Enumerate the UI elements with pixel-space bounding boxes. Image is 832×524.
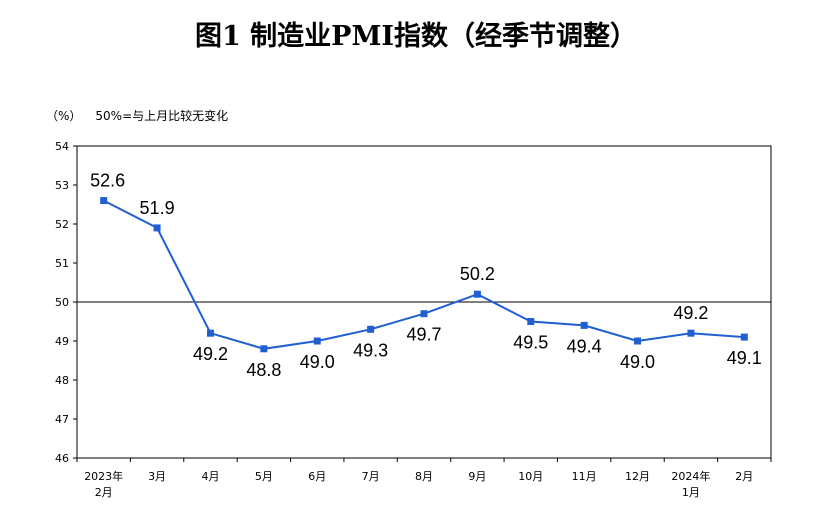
data-label: 49.4 [567,336,602,356]
x-tick-label: 7月 [362,470,380,483]
x-tick-label: 2023年 [84,469,123,483]
data-point-marker [687,329,695,337]
x-tick-label: 1月 [682,486,700,499]
unit-note: （%） 50%=与上月比较无变化 [46,107,242,124]
reference-note: 50%=与上月比较无变化 [95,109,229,123]
y-tick-label: 53 [55,179,69,192]
data-label: 52.6 [90,171,125,191]
data-point-marker [100,197,108,205]
chart-title: 图1 制造业PMI指数（经季节调整） [194,21,637,52]
y-tick-label: 50 [55,296,69,309]
data-point-marker [527,318,535,325]
y-tick-label: 48 [55,374,69,387]
data-point-marker [367,325,375,333]
x-tick-label: 12月 [625,470,650,483]
x-tick-label: 9月 [468,470,486,483]
y-axis: 46 47 48 49 50 51 52 53 54 [55,140,77,465]
x-axis: 2023年 2月 3月 4月 5月 6月 7月 8月 9月 10月 11月 12月 2024年 1月 2月 [76,458,772,499]
x-tick-label: 10月 [518,470,543,483]
x-tick-label: 2月 [735,470,753,483]
y-tick-label: 51 [55,257,69,270]
data-label: 49.2 [193,344,228,364]
data-point-marker [206,329,214,337]
x-tick-label: 6月 [308,470,326,483]
data-label: 51.9 [140,198,175,218]
data-label: 49.3 [353,340,388,360]
data-label: 50.2 [460,264,495,284]
y-tick-label: 54 [55,140,69,153]
data-label: 49.0 [620,352,655,372]
y-tick-label: 52 [55,218,69,231]
x-tick-label: 2024年 [671,469,710,483]
data-point-marker [313,337,321,345]
x-tick-label: 4月 [201,470,219,483]
y-unit-label: （%） [46,109,82,123]
data-point-marker [260,345,268,353]
data-point-marker [153,224,161,232]
y-tick-label: 49 [55,335,69,348]
data-point-marker [420,310,428,318]
data-label: 49.0 [300,352,335,372]
x-tick-label: 3月 [148,470,166,483]
x-tick-label: 11月 [572,470,597,483]
data-label: 49.2 [673,303,708,323]
data-point-marker [740,333,748,341]
data-label: 49.1 [727,348,762,368]
y-tick-label: 46 [55,452,69,465]
x-tick-label: 8月 [415,470,433,483]
data-label: 49.5 [513,333,548,353]
data-point-marker [634,337,642,345]
series-layer [100,197,748,353]
data-label: 49.7 [406,325,441,345]
data-point-marker [580,321,588,329]
data-label-layer: 52.6 51.9 49.2 48.8 49.0 49.3 49.7 50.2 49.5 49.4… [90,171,762,380]
x-tick-label: 2月 [95,486,113,499]
data-point-marker [473,290,481,298]
y-tick-label: 47 [55,413,69,426]
data-label: 48.8 [246,360,281,380]
x-tick-label: 5月 [255,470,273,483]
